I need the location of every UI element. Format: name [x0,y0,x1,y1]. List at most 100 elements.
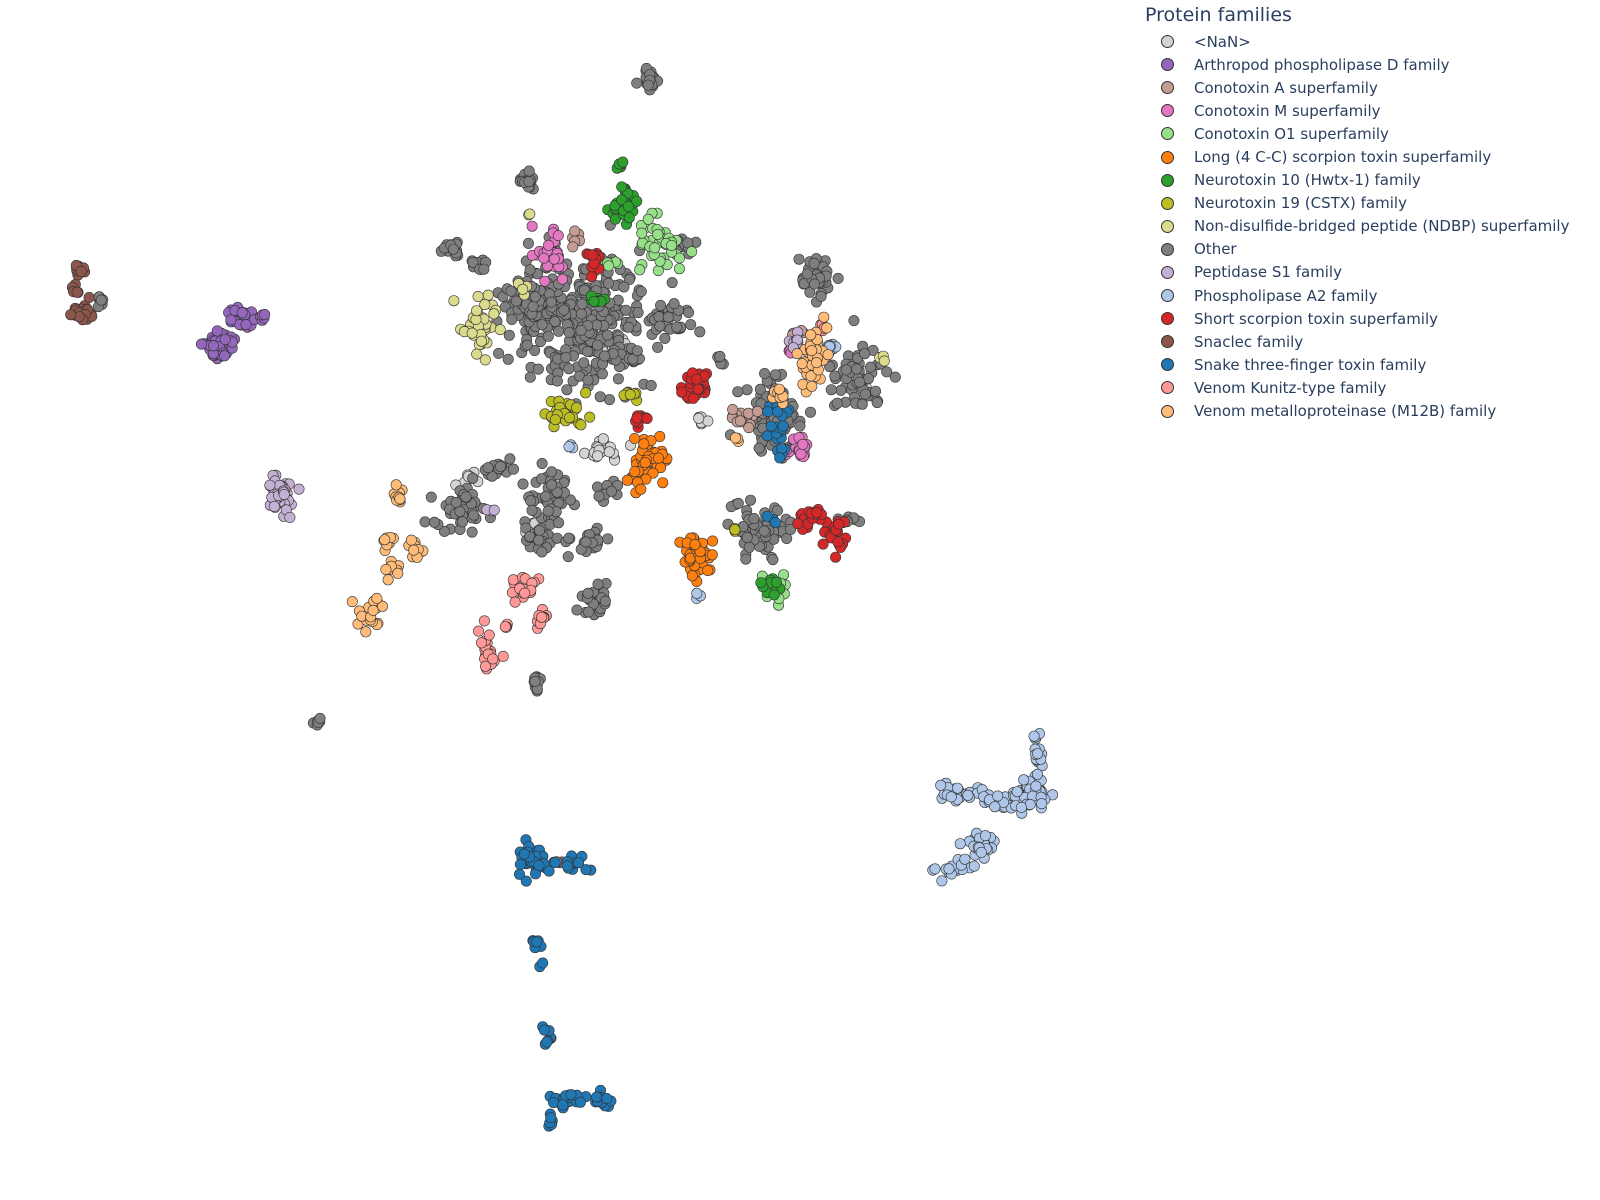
data-point[interactable] [741,384,753,396]
data-point[interactable] [346,596,358,608]
legend-item[interactable]: Non-disulfide-bridged peptide (NDBP) sup… [1161,215,1595,238]
data-point[interactable] [522,237,534,249]
data-point[interactable] [580,536,592,548]
data-point[interactable] [687,392,699,404]
data-point[interactable] [869,385,881,397]
data-point[interactable] [943,863,955,875]
data-point[interactable] [536,546,548,558]
data-point[interactable] [593,490,605,502]
data-point[interactable] [394,493,406,505]
data-point[interactable] [65,309,77,321]
data-point[interactable] [472,625,484,637]
data-point[interactable] [821,322,833,334]
data-point[interactable] [686,570,698,582]
data-point[interactable] [557,1099,569,1111]
data-point[interactable] [765,420,777,432]
data-point[interactable] [591,1091,603,1103]
data-point[interactable] [618,281,630,293]
data-point[interactable] [962,789,974,801]
data-point[interactable] [534,524,546,536]
legend-item[interactable]: Neurotoxin 10 (Hwtx-1) family [1161,169,1595,192]
data-point[interactable] [654,320,666,332]
data-point[interactable] [936,875,948,887]
data-point[interactable] [666,239,678,251]
data-point[interactable] [602,533,614,545]
data-point[interactable] [729,524,741,536]
data-point[interactable] [691,587,703,599]
data-point[interactable] [562,551,574,563]
data-point[interactable] [767,554,779,566]
data-point[interactable] [801,268,813,280]
data-point[interactable] [806,380,818,392]
data-point[interactable] [804,286,816,298]
data-point[interactable] [379,534,391,546]
data-point[interactable] [759,367,771,379]
data-point[interactable] [293,483,305,495]
data-point[interactable] [603,446,615,458]
data-point[interactable] [797,378,809,390]
data-point[interactable] [208,340,220,352]
data-point[interactable] [797,438,809,450]
data-point[interactable] [732,497,744,509]
data-point[interactable] [649,242,661,254]
data-point[interactable] [591,339,603,351]
data-point[interactable] [975,846,987,858]
data-point[interactable] [771,504,783,516]
data-point[interactable] [859,348,871,360]
data-point[interactable] [532,363,544,375]
data-point[interactable] [524,371,536,383]
data-point[interactable] [540,490,552,502]
data-point[interactable] [751,405,763,417]
data-point[interactable] [219,333,231,345]
data-point[interactable] [586,271,598,283]
data-point[interactable] [563,532,575,544]
data-point[interactable] [673,263,685,275]
data-point[interactable] [683,306,695,318]
data-point[interactable] [702,564,714,576]
data-point[interactable] [742,407,754,419]
data-point[interactable] [571,604,583,616]
data-point[interactable] [740,553,752,565]
data-point[interactable] [95,294,107,306]
data-point[interactable] [620,304,632,316]
data-point[interactable] [796,358,808,370]
data-point[interactable] [479,298,491,310]
data-point[interactable] [734,415,746,427]
data-point[interactable] [592,450,604,462]
data-point[interactable] [671,321,683,333]
data-point[interactable] [552,230,564,242]
data-point[interactable] [768,589,780,601]
data-point[interactable] [523,165,535,177]
data-point[interactable] [567,241,579,253]
data-point[interactable] [314,712,326,724]
data-point[interactable] [623,273,635,285]
data-point[interactable] [556,273,568,285]
data-point[interactable] [545,479,557,491]
data-point[interactable] [685,319,697,331]
data-point[interactable] [488,504,500,516]
data-point[interactable] [479,354,491,366]
data-point[interactable] [471,348,483,360]
data-point[interactable] [602,277,614,289]
data-point[interactable] [859,388,871,400]
data-point[interactable] [521,339,533,351]
data-point[interactable] [714,350,726,362]
data-point[interactable] [865,361,877,373]
data-point[interactable] [278,488,290,500]
data-point[interactable] [770,576,782,588]
data-point[interactable] [563,326,575,338]
data-point[interactable] [979,830,991,842]
data-point[interactable] [538,1024,550,1036]
data-point[interactable] [75,265,87,277]
data-point[interactable] [264,479,276,491]
data-point[interactable] [1032,748,1044,760]
data-point[interactable] [536,457,548,469]
data-point[interactable] [634,264,646,276]
data-point[interactable] [811,506,823,518]
data-point[interactable] [642,213,654,225]
legend-item[interactable]: Snaclec family [1161,330,1595,353]
data-point[interactable] [617,156,629,168]
data-point[interactable] [945,791,957,803]
data-point[interactable] [405,534,417,546]
data-point[interactable] [468,509,480,521]
